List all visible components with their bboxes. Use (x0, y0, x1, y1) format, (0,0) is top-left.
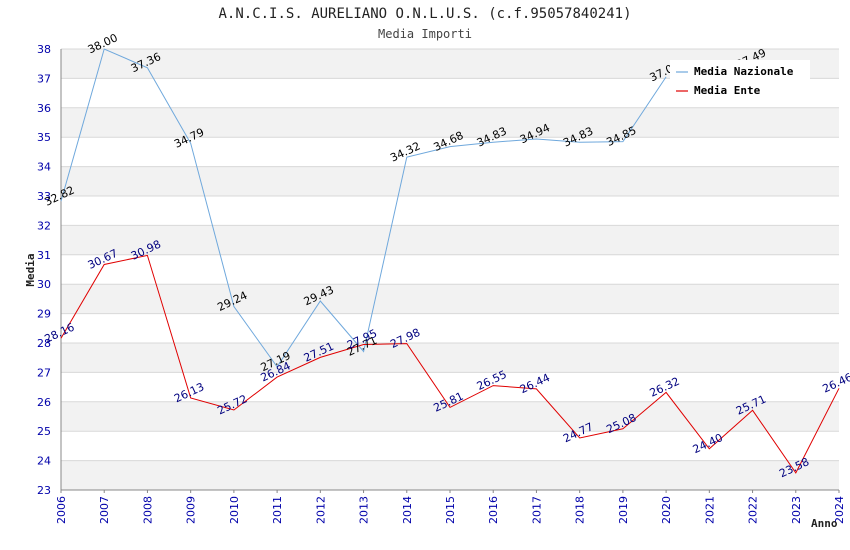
data-label: 26.46 (820, 371, 850, 396)
x-tick-label: 2022 (747, 496, 760, 524)
legend-box (670, 60, 810, 102)
y-axis-label: Media (24, 253, 37, 286)
x-tick-label: 2018 (574, 496, 587, 524)
x-tick-label: 2017 (530, 496, 543, 524)
x-tick-label: 2009 (185, 496, 198, 524)
legend: Media Nazionale Media Ente (670, 60, 810, 102)
x-tick-label: 2019 (617, 496, 630, 524)
y-tick-label: 29 (37, 308, 51, 321)
x-tick-label: 2007 (98, 496, 111, 524)
y-tick-label: 25 (37, 425, 51, 438)
series-line-media-nazionale (61, 49, 753, 367)
x-tick-label: 2010 (228, 496, 241, 524)
data-label: 24.40 (691, 431, 725, 456)
y-tick-label: 38 (37, 43, 51, 56)
series-lines (60, 49, 840, 474)
x-tick-label: 2023 (790, 496, 803, 524)
x-tick-label: 2012 (314, 496, 327, 524)
y-tick-label: 23 (37, 484, 51, 497)
y-tick-label: 27 (37, 366, 51, 379)
y-tick-label: 28 (37, 337, 51, 350)
y-tick-label: 26 (37, 396, 51, 409)
x-axis-label: Anno (811, 517, 838, 530)
x-tick-label: 2011 (271, 496, 284, 524)
x-tick-labels: 2006 2007 2008 2009 2010 2011 2012 2013 2014 2015… (55, 490, 846, 524)
x-tick-label: 2020 (660, 496, 673, 524)
data-label: 26.32 (648, 375, 682, 400)
x-tick-label: 2006 (55, 496, 68, 524)
x-tick-label: 2024 (833, 496, 846, 524)
y-tick-label: 37 (37, 72, 51, 85)
chart-title: A.N.C.I.S. AURELIANO O.N.L.U.S. (c.f.950… (218, 6, 632, 22)
y-tick-labels: 23 24 25 26 27 28 29 30 31 32 33 34 35 36 37 38 (37, 43, 51, 497)
data-label: 26.44 (518, 371, 552, 396)
grid-band (61, 166, 839, 196)
y-tick-label: 36 (37, 102, 51, 115)
y-tick-label: 31 (37, 249, 51, 262)
grid-band (61, 343, 839, 373)
y-tick-label: 32 (37, 219, 51, 232)
grid-bands (61, 49, 839, 490)
x-tick-label: 2015 (444, 496, 457, 524)
series-line-media-ente (60, 254, 840, 474)
x-tick-label: 2016 (487, 496, 500, 524)
grid-band (61, 107, 839, 138)
x-tick-label: 2014 (401, 496, 414, 524)
grid-band (61, 225, 839, 255)
data-label: 34.32 (388, 139, 422, 164)
x-tick-label: 2008 (141, 496, 154, 524)
legend-label-media-nazionale: Media Nazionale (694, 65, 794, 78)
y-tick-label: 35 (37, 131, 51, 144)
data-label: 32.82 (42, 184, 76, 209)
grid-band (61, 460, 839, 490)
x-tick-label: 2013 (358, 496, 371, 524)
y-tick-label: 33 (37, 190, 51, 203)
legend-label-media-ente: Media Ente (694, 84, 761, 97)
x-tick-label: 2021 (703, 496, 716, 524)
chart-subtitle: Media Importi (378, 27, 472, 41)
y-tick-label: 34 (37, 161, 51, 174)
data-label: 28.16 (42, 321, 76, 346)
grid-band (61, 284, 839, 314)
y-tick-label: 30 (37, 278, 51, 291)
y-tick-label: 24 (37, 455, 51, 468)
